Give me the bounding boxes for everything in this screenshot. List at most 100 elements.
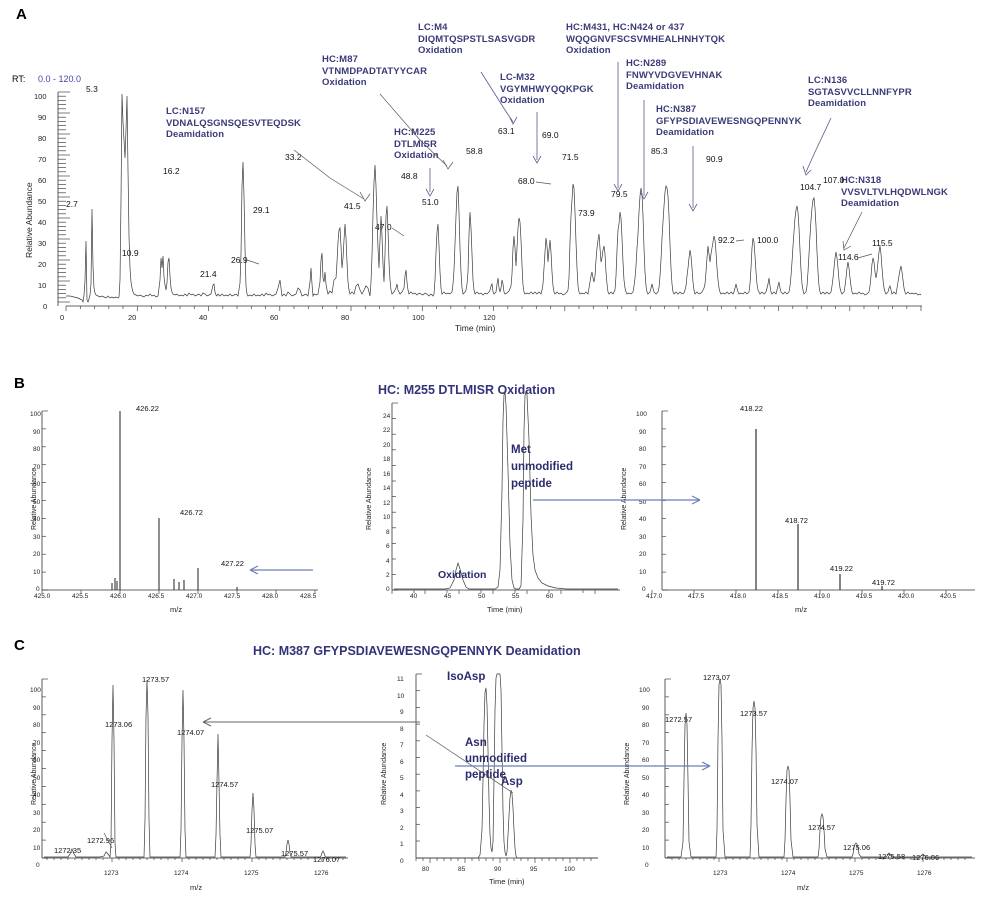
annotation-line: DTLMISR [394,138,437,150]
panel-c-title: HC: M387 GFYPSDIAVEWESNGQPENNYK Deamidat… [253,644,581,658]
callout-oxidation: Oxidation [438,569,487,581]
axis-tick: 30 [33,534,41,541]
axis-tick: 40 [410,593,418,600]
axis-tick: 70 [33,464,41,471]
annotation-line: Oxidation [500,95,545,107]
axis-tick: 20 [33,551,41,558]
axis-tick: 6 [386,543,390,550]
annotation-line: Oxidation [322,77,367,89]
annotation-hc-n289: HC:N289 FNWYVDGVEVHNAK Deamidation [626,58,722,93]
peak-label: 71.5 [562,152,579,162]
axis-tick: 60 [546,593,554,600]
axis-tick: 14 [383,485,391,492]
annotation-line: HC:M431, HC:N424 or 437 [566,22,685,33]
panel-c-mid-xlabel: Time (min) [489,877,525,886]
axis-tick: 50 [38,197,47,206]
axis-tick: 120 [483,313,496,322]
annotation-line: VGYMHWYQQKPGK [500,83,594,95]
axis-tick: 0 [43,302,48,311]
axis-tick: 20 [128,313,137,322]
axis-tick: 1273 [713,870,728,877]
callout-asp: Asp [501,776,523,788]
axis-tick: 0 [400,858,404,865]
ms-peak-label: 1274.57 [808,823,836,832]
panel-b-left-plot [41,410,318,594]
axis-tick: 18 [383,456,391,463]
ms-peak-label: 1272.96 [87,836,115,845]
annotation-line: DIQMTQSPSTLSASVGDR [418,33,536,45]
axis-tick: 60 [270,313,279,322]
axis-tick: 1276 [314,870,329,877]
annotation-line: Oxidation [418,45,463,57]
axis-tick: 80 [33,722,41,729]
axis-tick: 10 [642,845,650,852]
axis-tick: 50 [33,775,41,782]
ms-peak-label: 1274.57 [211,780,239,789]
axis-tick: 60 [33,757,41,764]
ms-peak-label: 419.72 [872,578,895,587]
axis-tick: 425.5 [72,593,89,600]
axis-tick: 4 [386,558,390,565]
axis-tick: 40 [642,792,650,799]
axis-tick: 10 [33,845,41,852]
axis-tick: 20 [642,827,650,834]
axis-tick: 6 [400,759,404,766]
axis-tick: 16 [383,471,391,478]
axis-tick: 2 [400,825,404,832]
axis-tick: 70 [38,155,47,164]
axis-tick: 40 [199,313,208,322]
axis-tick: 0 [642,586,646,593]
ms-peak-label: 1272.35 [54,846,82,855]
panel-a-rt-range: 0.0 - 120.0 [38,74,82,84]
peak-label: 85.3 [651,146,668,156]
axis-tick: 60 [33,481,41,488]
ms-peak-label: 1272.57 [665,715,693,724]
annotation-line: HC:N289 [626,58,667,69]
axis-tick: 55 [512,593,520,600]
panel-b-left-xlabel: m/z [170,605,183,614]
axis-tick: 30 [38,239,47,248]
axis-tick: 428.0 [262,593,279,600]
axis-tick: 100 [30,687,41,694]
axis-tick: 7 [400,742,404,749]
axis-tick: 2 [386,572,390,579]
annotation-line: Deamidation [808,98,867,110]
annotation-line: WQQGNVFSCSVMHEALHNHYTQK [566,33,726,45]
peak-label: 26.9 [231,255,248,265]
axis-tick: 3 [400,808,404,815]
annotation-lc-n136: LC:N136 SGTASVVCLLNNFYPR Deamidation [808,75,912,110]
peak-label: 100.0 [757,235,779,245]
annotation-line: Oxidation [566,45,611,57]
axis-tick: 1274 [781,870,796,877]
axis-tick: 100 [34,92,47,101]
axis-tick: 90 [33,429,41,436]
peak-label: 21.4 [200,269,217,279]
axis-tick: 8 [400,726,404,733]
peak-label: 90.9 [706,154,723,164]
axis-tick: 80 [33,446,41,453]
axis-tick: 30 [639,534,647,541]
panel-c-letter: C [14,637,25,654]
ms-peak-label: 1276.06 [912,853,940,862]
axis-tick: 90 [639,429,647,436]
axis-tick: 426.5 [148,593,165,600]
axis-tick: 60 [38,176,47,185]
annotation-line: LC:N136 [808,75,848,86]
ms-peak-label: 1273.07 [703,673,731,682]
annotation-line: Deamidation [626,81,685,93]
annotation-line: Deamidation [656,127,715,139]
axis-tick: 419.5 [856,593,873,600]
ms-peak-label: 418.72 [785,516,808,525]
panel-a-letter: A [16,6,27,23]
axis-tick: 20 [33,827,41,834]
axis-tick: 427.5 [224,593,241,600]
panel-a-xlabel: Time (min) [455,323,496,333]
axis-tick: 418.5 [772,593,789,600]
panel-b-title: HC: M255 DTLMISR Oxidation [378,383,556,397]
axis-tick: 50 [33,499,41,506]
peak-label: 5.3 [86,84,98,94]
axis-tick: 22 [383,427,391,434]
panel-b-mid-xlabel: Time (min) [487,605,523,614]
axis-tick: 90 [642,705,650,712]
peak-label: 16.2 [163,166,180,176]
